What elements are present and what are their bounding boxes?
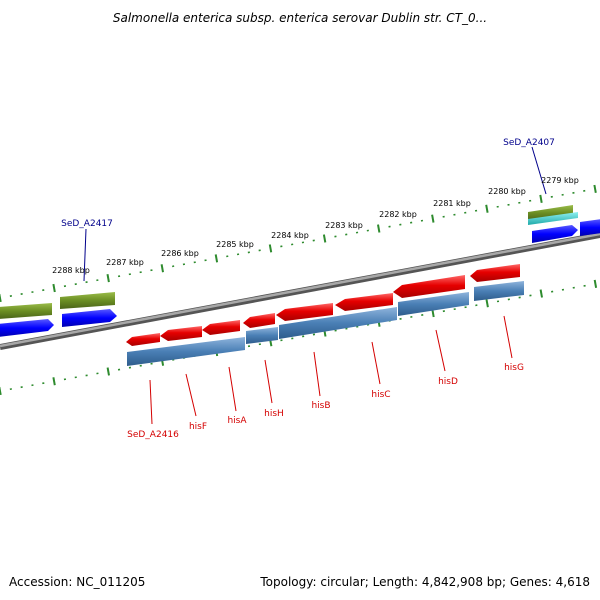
cds-band — [474, 281, 524, 301]
leader-line — [435, 329, 446, 372]
scale-label: 2286 kbp — [161, 249, 199, 258]
leader-line — [185, 373, 197, 417]
olive-feature — [528, 205, 573, 221]
left-features — [0, 292, 117, 337]
major-tick — [485, 204, 489, 213]
major-tick — [0, 293, 2, 303]
scale-label: 2279 kbp — [541, 176, 579, 185]
cds-band — [279, 307, 397, 339]
gene-arrow — [393, 275, 465, 298]
major-tick — [593, 279, 598, 288]
major-tick — [593, 184, 597, 193]
right-features — [528, 205, 600, 243]
major-tick — [52, 377, 56, 386]
major-tick — [322, 234, 327, 243]
cyan-feature — [528, 212, 578, 225]
major-tick — [431, 214, 435, 223]
major-tick — [52, 283, 56, 293]
cds-band — [127, 337, 245, 366]
locus-leader-line — [531, 146, 547, 195]
blue-feature — [0, 319, 54, 337]
cds-band — [246, 327, 278, 344]
genome-backbone-highlight — [0, 232, 600, 348]
scale-labels: 2279 kbp 2280 kbp 2281 kbp 2282 kbp 2283… — [52, 176, 579, 275]
olive-feature — [60, 292, 115, 309]
leader-line — [228, 366, 237, 412]
gene-label-hisA: hisA — [227, 416, 247, 426]
major-tick — [106, 367, 110, 376]
gene-label-SeD_A2416: SeD_A2416 — [127, 430, 179, 440]
gene-arrow — [335, 293, 393, 311]
leader-line — [313, 351, 321, 397]
major-tick — [214, 254, 219, 263]
major-tick — [106, 274, 110, 283]
gene-label-hisB: hisB — [311, 401, 330, 411]
leader-line — [371, 341, 381, 385]
genome-summary-text: Topology: circular; Length: 4,842,908 bp… — [259, 575, 590, 589]
major-tick — [377, 224, 381, 233]
blue-feature — [580, 219, 600, 236]
gene-label-hisD: hisD — [438, 377, 458, 387]
scale-label: 2283 kbp — [325, 221, 363, 230]
gene-label-hisG: hisG — [504, 363, 524, 373]
gene-arrow — [160, 326, 202, 341]
gene-label-hisC: hisC — [371, 390, 390, 400]
gene-leader-lines — [149, 315, 513, 425]
major-tick — [485, 299, 489, 308]
gene-label-hisF: hisF — [189, 422, 207, 432]
gene-arrow — [276, 303, 333, 321]
map-title: Salmonella enterica subsp. enterica sero… — [113, 11, 487, 25]
locus-label-SeD_A2417: SeD_A2417 — [61, 219, 113, 229]
olive-feature — [0, 303, 52, 319]
scale-label: 2285 kbp — [216, 240, 254, 249]
major-tick — [539, 289, 543, 298]
major-tick — [539, 194, 543, 203]
major-tick — [268, 244, 273, 253]
gene-arrow — [126, 333, 160, 346]
upper-tick-ruler — [0, 184, 597, 303]
blue-feature — [62, 309, 117, 327]
locus-labels: SeD_A2407 SeD_A2417 — [61, 138, 555, 282]
gene-labels: hisG hisD hisC hisB hisH hisA hisF SeD_A… — [127, 363, 524, 440]
leader-line — [264, 359, 273, 404]
locus-leader-line — [83, 228, 87, 282]
gene-label-hisH: hisH — [264, 409, 284, 419]
gene-arrow — [470, 264, 520, 282]
leader-line — [503, 315, 513, 359]
major-tick — [0, 386, 2, 396]
his-operon-genes — [126, 264, 524, 366]
scale-label: 2288 kbp — [52, 266, 90, 275]
scale-label: 2287 kbp — [106, 258, 144, 267]
blue-feature — [532, 225, 578, 243]
scale-label: 2284 kbp — [271, 231, 309, 240]
accession-text: Accession: NC_011205 — [9, 575, 145, 589]
major-tick — [160, 264, 164, 273]
scale-label: 2280 kbp — [488, 187, 526, 196]
leader-line — [149, 379, 153, 425]
scale-label: 2281 kbp — [433, 199, 471, 208]
gene-arrow — [243, 313, 275, 328]
cds-band — [398, 292, 469, 316]
scale-label: 2282 kbp — [379, 210, 417, 219]
locus-label-SeD_A2407: SeD_A2407 — [503, 138, 555, 148]
gene-arrow — [202, 320, 240, 335]
